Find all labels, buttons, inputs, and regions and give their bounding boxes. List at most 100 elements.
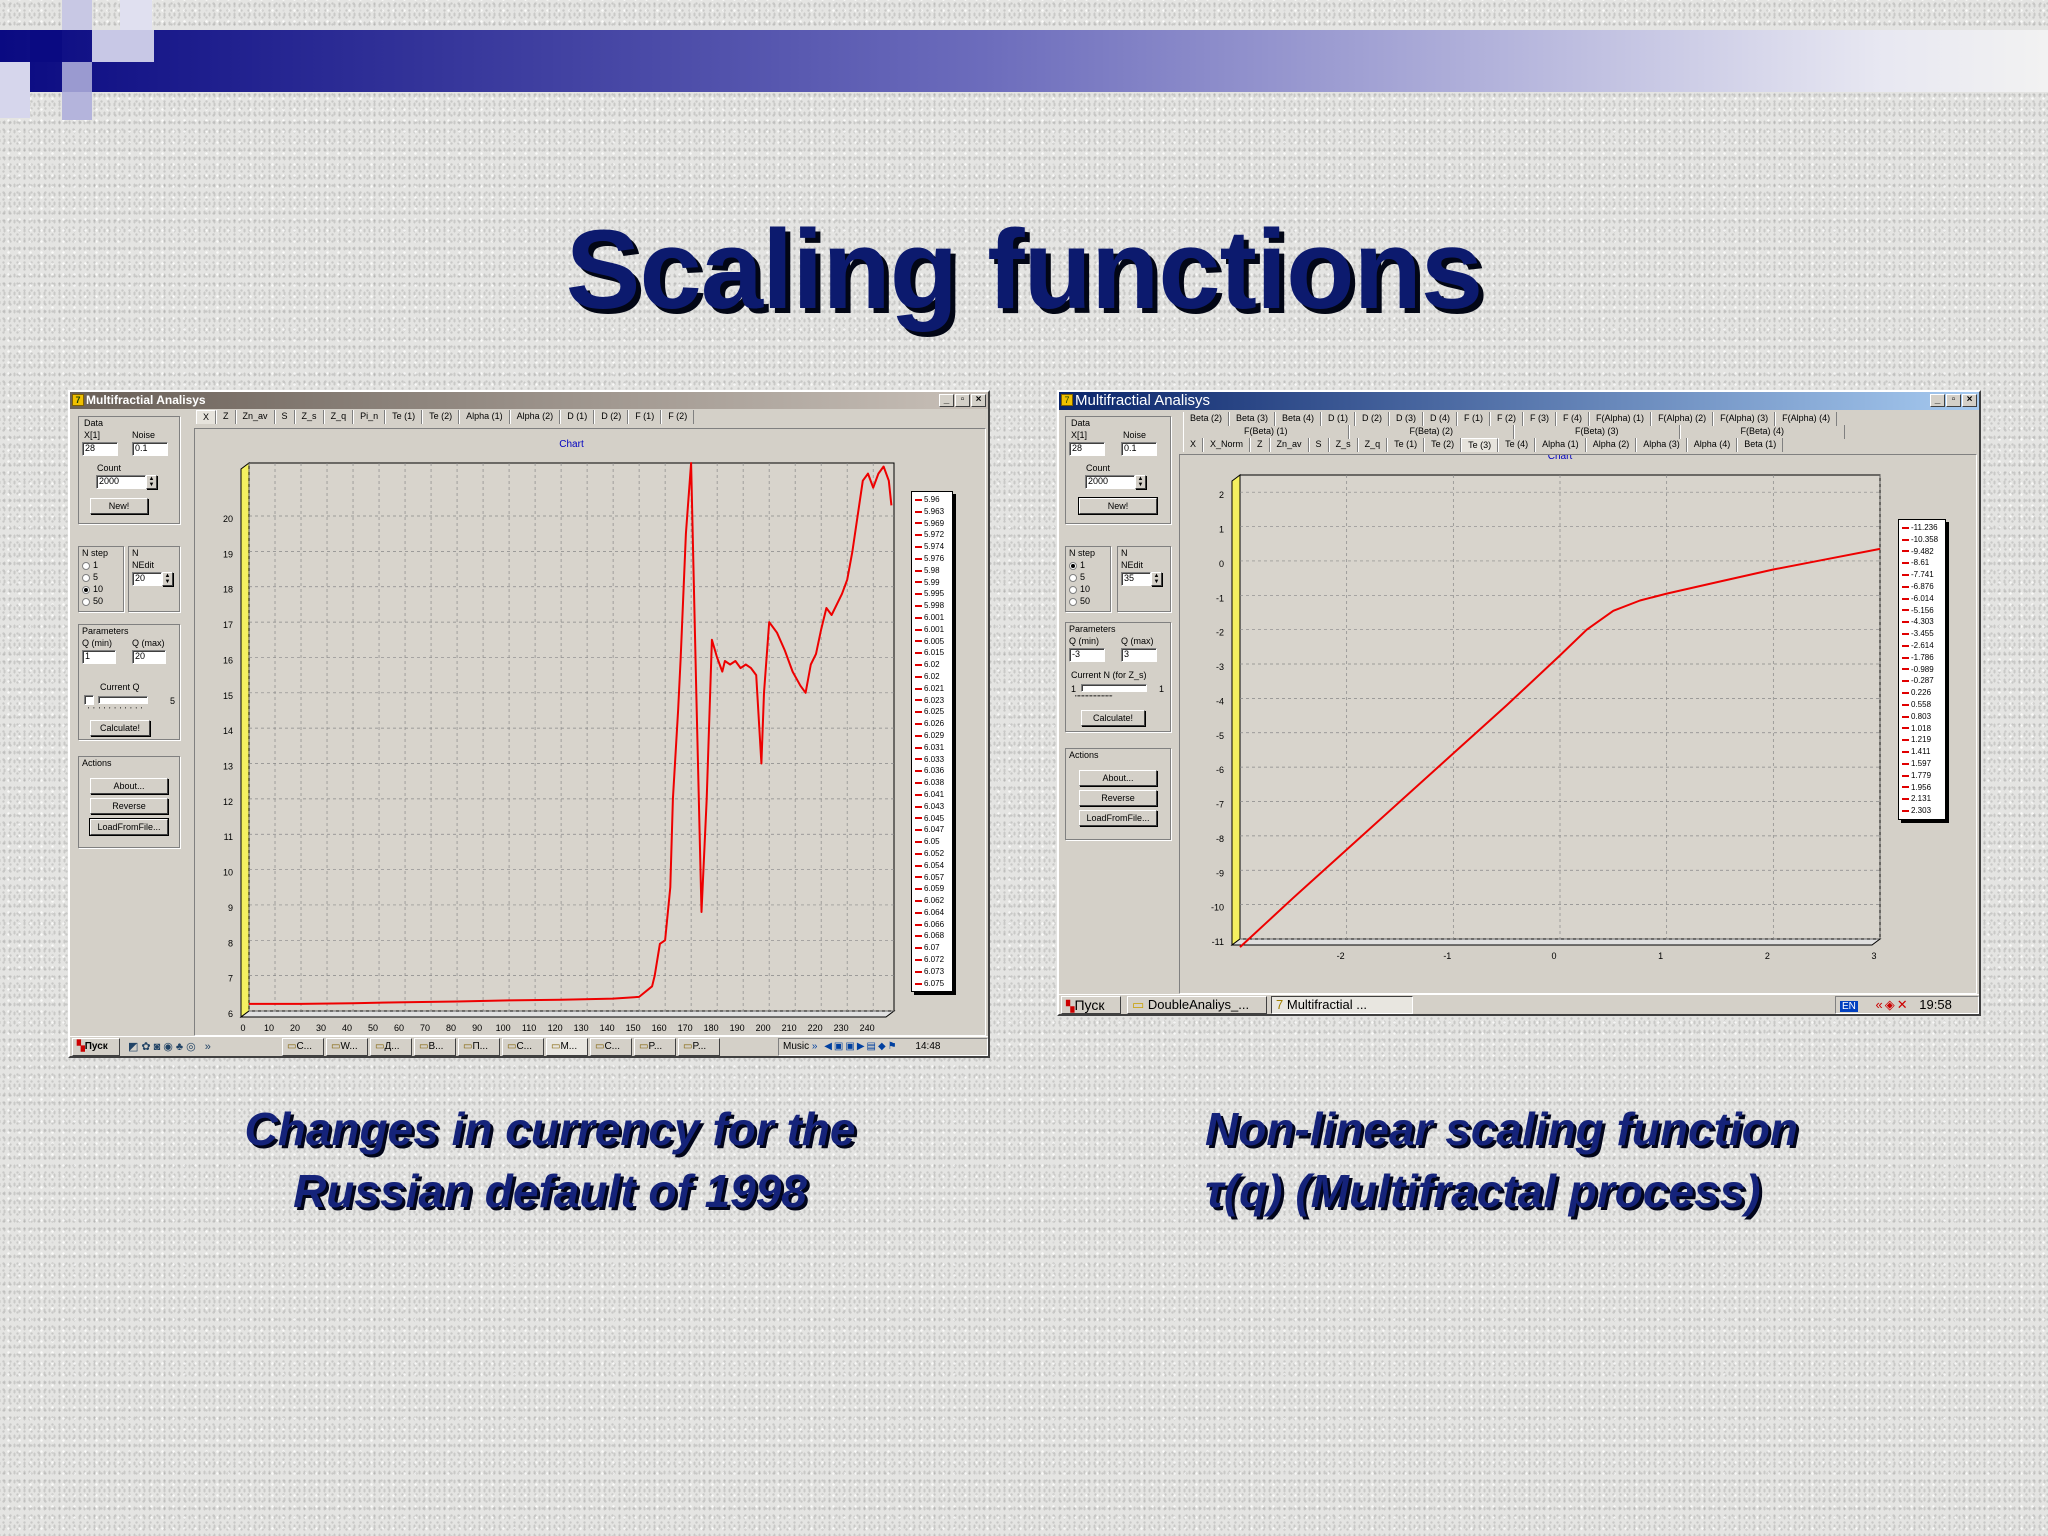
nstep-option-5[interactable]: 5: [82, 572, 98, 582]
nstep-option-5[interactable]: 5: [1069, 572, 1085, 582]
current-q-slider[interactable]: [98, 696, 148, 704]
task-button-2[interactable]: ▭W...: [326, 1038, 368, 1056]
tab-f-2-[interactable]: F (2): [661, 410, 695, 424]
tab-pi-n[interactable]: Pi_n: [353, 410, 386, 424]
count-spinner[interactable]: ▲ ▼: [1135, 475, 1146, 489]
tab-strip-row3[interactable]: X X_Norm Z Zn_av S Z_s Z_q Te (1) Te (2) Te (3) Te…: [1183, 438, 1784, 452]
tab-alpha-1-[interactable]: Alpha (1): [1535, 438, 1586, 452]
about-button[interactable]: About...: [90, 778, 168, 794]
tab-te-2-[interactable]: Te (2): [1424, 438, 1462, 452]
app-window-left[interactable]: 7 Multifractial Analisys _ ▫ × Data X[1] N…: [68, 390, 990, 1058]
window-titlebar[interactable]: 7 Multifractial Analisys _ ▫ ×: [70, 392, 988, 409]
tab-d-2-[interactable]: D (2): [594, 410, 629, 424]
nstep-option-50[interactable]: 50: [1069, 596, 1090, 606]
tab-te-1-[interactable]: Te (1): [1387, 438, 1425, 452]
start-button[interactable]: ▚Пуск: [72, 1038, 120, 1056]
task-button-1[interactable]: ▭C...: [282, 1038, 324, 1056]
tab-s[interactable]: S: [274, 410, 295, 424]
about-button[interactable]: About...: [1079, 770, 1157, 786]
task-button-8[interactable]: ▭C...: [590, 1038, 632, 1056]
task-button-multifractial[interactable]: 7 Multifractial ...: [1271, 996, 1413, 1014]
tab-te-1-[interactable]: Te (1): [385, 410, 423, 424]
reverse-button[interactable]: Reverse: [1079, 790, 1157, 806]
nedit-input[interactable]: 20: [132, 572, 162, 586]
tab-zn-av[interactable]: Zn_av: [1269, 438, 1309, 452]
x-input[interactable]: 28: [82, 442, 118, 456]
calculate-button[interactable]: Calculate!: [1081, 710, 1145, 726]
tab-alpha-2-[interactable]: Alpha (2): [1585, 438, 1637, 452]
nstep-option-1[interactable]: 1: [82, 560, 98, 570]
tab-f-alpha-1-[interactable]: F(Alpha) (1): [1589, 412, 1652, 426]
tab-te-4-[interactable]: Te (4): [1498, 438, 1536, 452]
maximize-button[interactable]: ▫: [1946, 394, 1961, 407]
current-q-checkbox[interactable]: [84, 695, 94, 705]
task-button-doubleanaliys[interactable]: ▭ DoubleAnaliys_...: [1127, 996, 1267, 1014]
task-button-6[interactable]: ▭C...: [502, 1038, 544, 1056]
tab-beta-2-[interactable]: Beta (2): [1183, 412, 1230, 426]
nstep-option-1[interactable]: 1: [1069, 560, 1085, 570]
minimize-button[interactable]: _: [1930, 394, 1945, 407]
tab-alpha-3-[interactable]: Alpha (3): [1636, 438, 1687, 452]
task-button-5[interactable]: ▭П...: [458, 1038, 500, 1056]
minimize-button[interactable]: _: [939, 394, 954, 407]
tab-f-2-[interactable]: F (2): [1490, 412, 1524, 426]
tab-f-beta-2-[interactable]: F(Beta) (2): [1348, 425, 1515, 439]
nstep-option-50[interactable]: 50: [82, 596, 103, 606]
tab-beta-1-[interactable]: Beta (1): [1737, 438, 1784, 452]
tab-f-beta-1-[interactable]: F(Beta) (1): [1183, 425, 1349, 439]
tab-z[interactable]: Z: [1250, 438, 1270, 452]
tab-d-4-[interactable]: D (4): [1423, 412, 1458, 426]
task-button-10[interactable]: ▭P...: [678, 1038, 720, 1056]
tab-x-norm[interactable]: X_Norm: [1203, 438, 1251, 452]
x-input[interactable]: 28: [1069, 442, 1105, 456]
nedit-input[interactable]: 35: [1121, 572, 1151, 586]
tab-strip-row2[interactable]: F(Beta) (1) F(Beta) (2) F(Beta) (3) F(Beta)…: [1183, 425, 1846, 439]
tab-z-s[interactable]: Z_s: [294, 410, 324, 424]
nedit-spinner[interactable]: ▲ ▼: [162, 572, 173, 586]
tab-beta-4-[interactable]: Beta (4): [1275, 412, 1322, 426]
count-input[interactable]: 2000: [96, 475, 146, 489]
close-button[interactable]: ×: [1962, 394, 1977, 407]
count-spinner[interactable]: ▲ ▼: [146, 475, 157, 489]
tab-d-3-[interactable]: D (3): [1389, 412, 1424, 426]
load-from-file-button[interactable]: LoadFromFile...: [89, 818, 169, 836]
tab-f-alpha-2-[interactable]: F(Alpha) (2): [1651, 412, 1714, 426]
tab-f-3-[interactable]: F (3): [1523, 412, 1557, 426]
tab-beta-3-[interactable]: Beta (3): [1229, 412, 1276, 426]
count-input[interactable]: 2000: [1085, 475, 1135, 489]
noise-input[interactable]: 0.1: [132, 442, 168, 456]
tab-x[interactable]: X: [1183, 438, 1204, 452]
start-button[interactable]: ▚Пуск: [1061, 996, 1121, 1014]
tab-z-q[interactable]: Z_q: [323, 410, 354, 424]
tab-x[interactable]: X: [196, 410, 217, 424]
tab-f-4-[interactable]: F (4): [1556, 412, 1590, 426]
qmax-input[interactable]: 20: [132, 650, 166, 664]
load-from-file-button[interactable]: LoadFromFile...: [1079, 810, 1157, 826]
app-window-right[interactable]: 7 Multifractial Analisys _ ▫ × Data X[1] N…: [1057, 390, 1981, 1016]
task-button-9[interactable]: ▭P...: [634, 1038, 676, 1056]
quicklaunch-icons[interactable]: ◩✿◙◉♣◎ »: [128, 1041, 214, 1053]
tab-f-beta-3-[interactable]: F(Beta) (3): [1514, 425, 1680, 439]
language-indicator[interactable]: EN: [1840, 1001, 1858, 1012]
maximize-button[interactable]: ▫: [955, 394, 970, 407]
qmin-input[interactable]: 1: [82, 650, 116, 664]
task-button-3[interactable]: ▭Д...: [370, 1038, 412, 1056]
nstep-option-10[interactable]: 10: [1069, 584, 1090, 594]
tab-f-alpha-3-[interactable]: F(Alpha) (3): [1713, 412, 1776, 426]
new-button[interactable]: New!: [90, 498, 148, 514]
tab-f-1-[interactable]: F (1): [628, 410, 662, 424]
tab-z-s[interactable]: Z_s: [1328, 438, 1358, 452]
tab-alpha-2-[interactable]: Alpha (2): [509, 410, 561, 424]
noise-input[interactable]: 0.1: [1121, 442, 1157, 456]
tab-strip[interactable]: X Z Zn_av S Z_s Z_q Pi_n Te (1) Te (2) Alpha (1) A…: [196, 410, 695, 424]
tab-strip-row1[interactable]: Beta (2) Beta (3) Beta (4) D (1) D (2) D (3) D…: [1183, 412, 1838, 426]
tab-f-1-[interactable]: F (1): [1457, 412, 1491, 426]
tab-te-3-[interactable]: Te (3): [1461, 438, 1499, 452]
tab-te-2-[interactable]: Te (2): [422, 410, 460, 424]
tab-z[interactable]: Z: [216, 410, 236, 424]
window-titlebar[interactable]: 7 Multifractial Analisys _ ▫ ×: [1059, 392, 1979, 410]
task-button-4[interactable]: ▭B...: [414, 1038, 456, 1056]
tab-s[interactable]: S: [1308, 438, 1329, 452]
tab-alpha-4-[interactable]: Alpha (4): [1686, 438, 1738, 452]
qmin-input[interactable]: -3: [1069, 648, 1105, 662]
